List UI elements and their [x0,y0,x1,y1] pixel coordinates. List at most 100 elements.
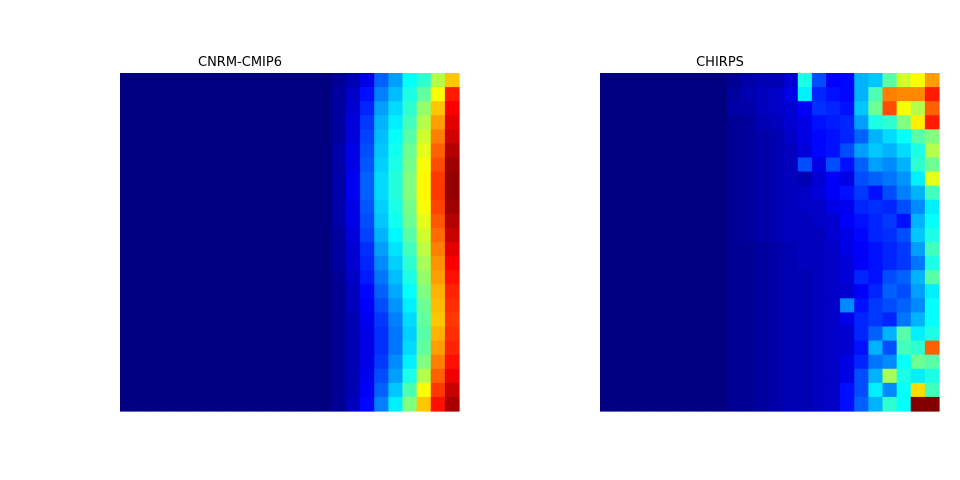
heatmap-cell [924,101,940,116]
heatmap-cell [134,368,149,384]
heatmap-cell [331,284,347,299]
heatmap-cell [360,340,375,356]
heatmap-cell [444,270,460,285]
heatmap-cell [826,213,841,229]
heatmap-cell [360,298,375,314]
heatmap-cell [148,171,163,187]
heatmap-cell [247,270,262,285]
heatmap-cell [840,284,855,299]
heatmap-cell [769,73,785,88]
heatmap-cell [190,396,206,412]
heatmap-cell [600,129,615,145]
heatmap-cell [698,227,714,243]
heatmap-cell [261,87,276,102]
heatmap-cell [755,396,771,412]
heatmap-cell [120,340,135,356]
heatmap-cell [331,382,347,398]
heatmap-cell [826,256,841,271]
heatmap-cell [600,270,615,285]
heatmap-cell [840,101,855,116]
heatmap-cell [628,354,643,370]
heatmap-cell [233,256,248,271]
heatmap-cell [148,270,163,285]
heatmap-cell [275,115,291,130]
heatmap-cell [218,382,234,398]
heatmap-cell [910,227,926,243]
heatmap-cell [755,171,771,187]
heatmap-cell [797,213,813,229]
heatmap-cell [882,171,898,187]
heatmap-cell [444,382,460,398]
heatmap-cell [882,382,898,398]
heatmap-cell [218,227,234,243]
heatmap-cell [444,326,460,342]
heatmap-cell [388,143,404,159]
heatmap-cell [868,396,884,412]
heatmap-cell [600,340,615,356]
heatmap-cell [910,354,926,370]
heatmap-cell [840,171,855,187]
heatmap-cell [444,171,460,187]
heatmap-cell [275,213,291,229]
heatmap-cell [826,242,841,257]
heatmap-cell [317,185,333,201]
heatmap-cell [233,101,248,116]
heatmap-cell [924,171,940,187]
heatmap-cell [769,213,785,229]
heatmap-cell [402,298,418,314]
heatmap-cell [120,256,135,271]
heatmap-cell [642,242,658,257]
heatmap-cell [416,354,432,370]
heatmap-cell [162,326,178,342]
heatmap-cell [642,185,658,201]
heatmap-cell [430,129,446,145]
heatmap-cell [713,242,728,257]
heatmap-cell [317,284,333,299]
heatmap-cell [797,382,813,398]
heatmap-cell [826,73,841,88]
heatmap-cell [331,326,347,342]
heatmap-cell [388,256,404,271]
heatmap-cell [402,340,418,356]
heatmap-cell [600,396,615,412]
heatmap-cell [826,396,841,412]
heatmap-cell [360,87,375,102]
heatmap-cell [769,368,785,384]
heatmap-cell [388,382,404,398]
heatmap-cell [811,284,827,299]
heatmap-cell [769,129,785,145]
chart-panel-chirps: CHIRPS [480,0,960,480]
heatmap-cell [204,312,220,328]
heatmap-cell [642,101,658,116]
heatmap-cell [374,73,389,88]
heatmap-cell [642,199,658,215]
heatmap-cell [430,340,446,356]
heatmap-cell [430,101,446,116]
heatmap-cell [416,213,432,229]
heatmap-cell [741,298,756,314]
heatmap-cell [868,143,884,159]
heatmap-cell [656,87,672,102]
heatmap-cell [134,143,149,159]
heatmap-cell [261,354,276,370]
heatmap-cell [204,73,220,88]
heatmap-cell [190,129,206,145]
heatmap-cell [868,87,884,102]
heatmap-cell [684,382,700,398]
heatmap-cell [402,396,418,412]
heatmap-cell [713,185,728,201]
heatmap-cell [374,242,389,257]
heatmap-cell [868,270,884,285]
heatmap-cell [628,213,643,229]
heatmap-cell [698,354,714,370]
heatmap-cell [854,396,869,412]
heatmap-cell [628,185,643,201]
heatmap-cell [275,368,291,384]
heatmap-cell [289,396,305,412]
heatmap-cell [275,171,291,187]
heatmap-cell [868,73,884,88]
heatmap-cell [388,171,404,187]
heatmap-cell [233,73,248,88]
heatmap-cell [868,340,884,356]
heatmap-cell [797,242,813,257]
